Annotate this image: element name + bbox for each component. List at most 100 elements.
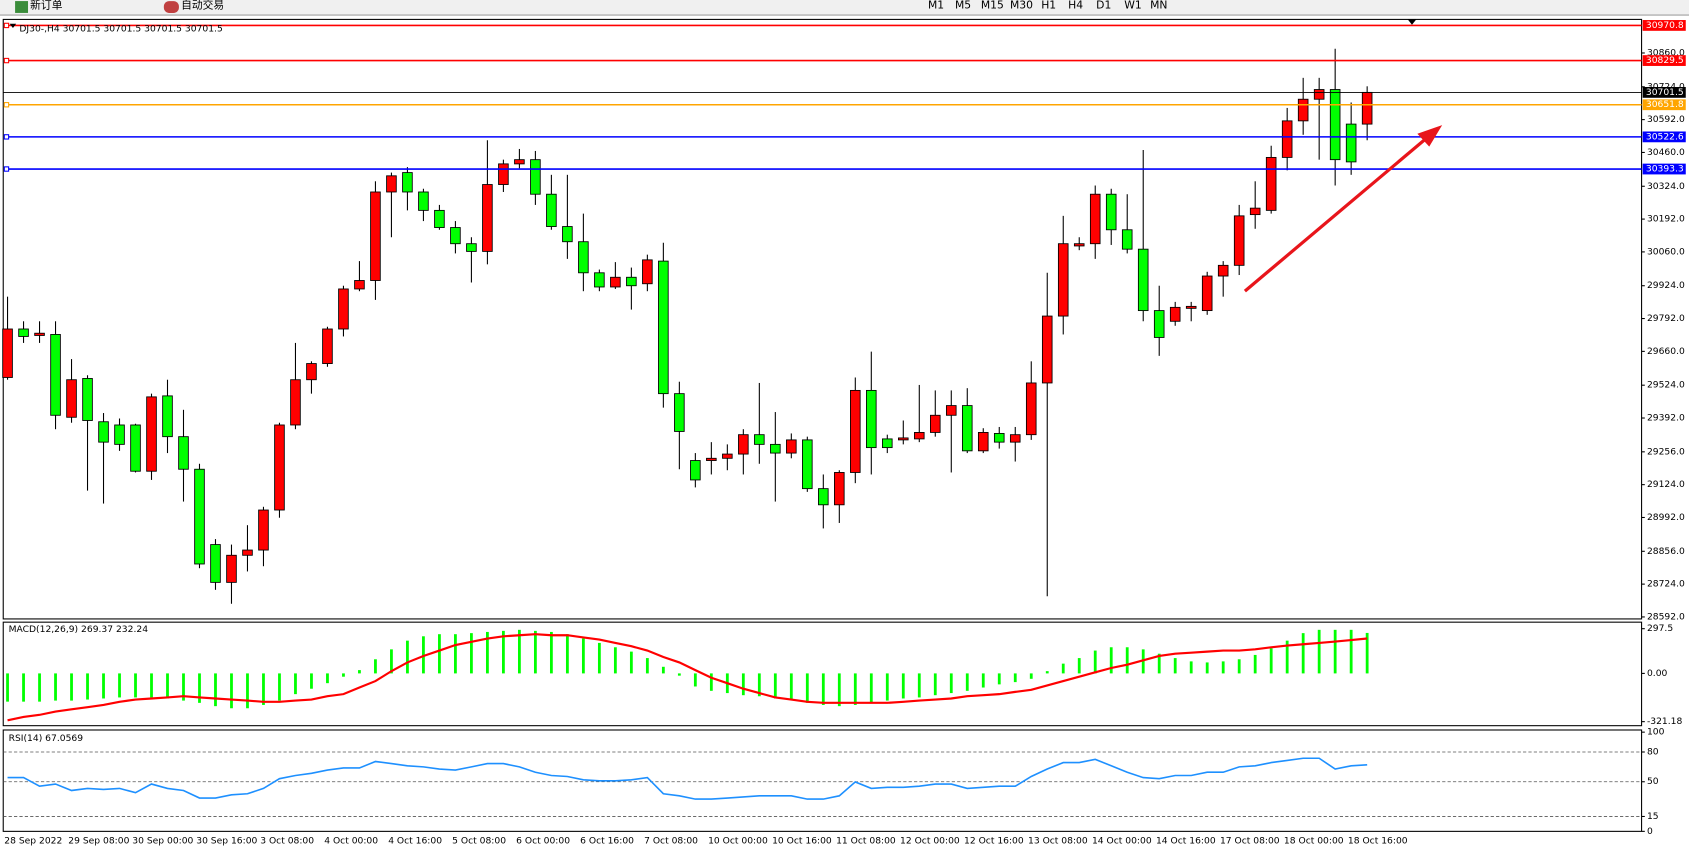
macd-bar (118, 673, 121, 698)
macd-bar (1189, 661, 1193, 674)
level-box (1642, 99, 1686, 111)
candle-body (242, 549, 253, 556)
y-tick-label: 297.5 (1647, 623, 1673, 634)
timeframe-button[interactable]: D1 (1096, 0, 1111, 11)
macd-bar (150, 673, 153, 698)
macd-bar (22, 673, 25, 702)
macd-bar (38, 673, 41, 702)
x-tick-label: 4 Oct 16:00 (388, 836, 442, 847)
y-tick-label: 30460.0 (1647, 147, 1685, 158)
new-order-button[interactable]: 新订单 (30, 0, 63, 11)
macd-bar (1093, 650, 1097, 674)
x-tick-label: 11 Oct 08:00 (836, 836, 896, 847)
macd-bar (517, 629, 521, 674)
macd-bar (1269, 648, 1273, 674)
y-tick-label: 28992.0 (1647, 512, 1685, 523)
x-tick-label: 17 Oct 08:00 (1220, 836, 1280, 847)
candle-body (226, 554, 237, 583)
candle-body (418, 191, 429, 211)
y-tick-label: 30592.0 (1647, 114, 1685, 125)
timeframe-button[interactable]: M30 (1010, 0, 1033, 11)
candle-body (354, 280, 365, 290)
candle-body (594, 272, 605, 288)
macd-bar (198, 673, 201, 703)
y-tick-label: -321.18 (1647, 716, 1683, 727)
level-box (1642, 20, 1686, 31)
y-tick-label: 30060.0 (1647, 246, 1685, 257)
candle-body (834, 472, 845, 506)
candle-body (434, 209, 445, 228)
timeframe-button[interactable]: M15 (981, 0, 1004, 11)
y-tick-label: 30724.0 (1647, 81, 1685, 92)
macd-bar (1285, 640, 1289, 674)
y-tick-label: 29392.0 (1647, 413, 1685, 424)
macd-bar (661, 666, 665, 674)
candle-body (929, 414, 941, 433)
auto-trade-button[interactable]: 自动交易 (181, 0, 224, 11)
macd-bar (741, 673, 745, 696)
macd-bar (1061, 663, 1065, 674)
price-box (1642, 87, 1686, 98)
candle-body (1009, 434, 1021, 443)
x-tick-label: 4 Oct 00:00 (324, 836, 378, 847)
macd-bar (342, 673, 345, 677)
candle-body (258, 509, 269, 551)
macd-bar (981, 673, 985, 688)
macd-bar (182, 673, 185, 701)
macd-bar (278, 673, 281, 701)
y-tick-label: 15 (1647, 811, 1659, 822)
candle-body (482, 184, 493, 252)
rsi-panel (2, 729, 1643, 832)
candle-body (1153, 310, 1165, 338)
candle-body (722, 453, 733, 459)
x-tick-label: 18 Oct 16:00 (1348, 836, 1408, 847)
timeframe-button[interactable]: H1 (1041, 0, 1056, 11)
timeframe-button[interactable]: MN (1150, 0, 1167, 11)
timeframe-button[interactable]: M5 (955, 0, 971, 11)
candle-body (658, 260, 669, 395)
timeframe-button[interactable]: M1 (928, 0, 944, 11)
x-tick-label: 29 Sep 08:00 (68, 836, 129, 847)
y-tick-label: 29524.0 (1647, 380, 1685, 391)
level-label: 30970.8 (1646, 20, 1684, 31)
level-anchor (3, 57, 10, 64)
toolbar-bg (0, 0, 1689, 16)
timeframe-button[interactable]: W1 (1124, 0, 1141, 11)
candle-body (578, 241, 589, 274)
level-anchor (3, 166, 10, 172)
y-tick-label: 28592.0 (1647, 611, 1685, 622)
y-tick-label: 28724.0 (1647, 579, 1685, 590)
macd-bar (214, 673, 217, 707)
signal-line (7, 633, 1368, 722)
macd-bar (1301, 633, 1305, 674)
macd-bar (1173, 658, 1177, 674)
level-anchor (3, 134, 10, 140)
candle-body (1249, 207, 1261, 216)
candle-body (1025, 382, 1037, 436)
macd-bar (837, 673, 841, 707)
candle-body (882, 438, 893, 449)
macd-bar (773, 673, 777, 699)
last-price-label: 30701.5 (1646, 87, 1684, 98)
level-box (1642, 131, 1686, 143)
candle-body (290, 379, 301, 426)
main-panel (2, 18, 1643, 620)
macd-title: MACD(12,26,9) 269.37 232.24 (9, 624, 149, 635)
y-tick-label: 30860.0 (1647, 47, 1685, 58)
icon (15, 1, 29, 13)
macd-bar (1237, 659, 1241, 674)
macd-bar (102, 673, 105, 699)
rsi-line (7, 757, 1368, 800)
candle-body (66, 379, 77, 418)
candle-body (274, 424, 285, 511)
macd-bar (597, 642, 601, 674)
candle-body (738, 434, 749, 455)
macd-bar (821, 673, 825, 705)
y-tick-label: 50 (1647, 776, 1659, 787)
collapse-icon (9, 23, 17, 29)
timeframe-button[interactable]: H4 (1068, 0, 1083, 11)
macd-bar (262, 673, 265, 705)
candle-body (194, 468, 205, 565)
candle-body (34, 332, 45, 336)
